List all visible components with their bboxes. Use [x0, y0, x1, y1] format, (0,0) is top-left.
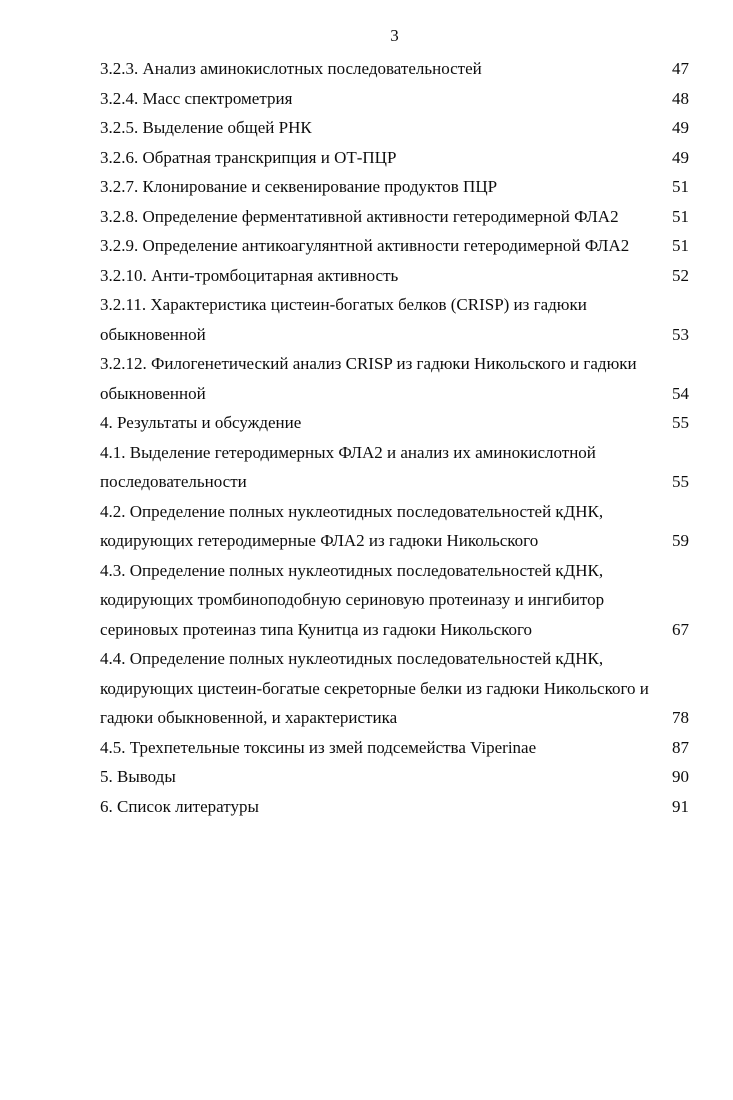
- toc-row: последовательности 55: [100, 467, 689, 497]
- toc-entry-page: 91: [672, 796, 689, 816]
- toc-entry-page: 90: [672, 767, 689, 786]
- toc-row: 3.2.10. Анти-тромбоцитарная активность 52: [100, 261, 689, 291]
- toc-row: кодирующих гетеродимерные ФЛА2 из гадюки…: [100, 526, 689, 556]
- table-of-contents: 3.2.3. Анализ аминокислотных последовате…: [100, 54, 689, 821]
- toc-entry-page: 49: [672, 147, 689, 167]
- toc-row: кодирующих тромбиноподобную сериновую пр…: [100, 585, 689, 615]
- page-number: 3: [390, 26, 399, 45]
- toc-entry-page: 55: [672, 413, 689, 432]
- toc-entry-text: 4.1. Выделение гетеродимерных ФЛА2 и ана…: [100, 442, 596, 462]
- toc-entry-text: кодирующих гетеродимерные ФЛА2 из гадюки…: [100, 531, 539, 550]
- toc-row: 3.2.3. Анализ аминокислотных последовате…: [100, 54, 689, 84]
- toc-row: 4.4. Определение полных нуклеотидных пос…: [100, 644, 689, 674]
- toc-entry-text: 3.2.12. Филогенетический анализ CRISP из…: [100, 354, 637, 373]
- toc-row: 3.2.4. Масс спектрометрия 48: [100, 84, 689, 114]
- toc-entry-page: 78: [672, 708, 689, 727]
- toc-entry-text: 3.2.10. Анти-тромбоцитарная активность: [100, 265, 399, 285]
- toc-entry-page: 52: [672, 265, 689, 285]
- toc-row: 3.2.6. Обратная транскрипция и ОТ-ПЦР 49: [100, 143, 689, 173]
- toc-entry-text: 3.2.11. Характеристика цистеин-богатых б…: [100, 295, 587, 314]
- toc-entry-page: 53: [672, 324, 689, 344]
- toc-entry-text: 4.5. Трехпетельные токсины из змей подсе…: [100, 737, 537, 757]
- toc-entry-page: 48: [672, 88, 689, 108]
- toc-entry-text: 4. Результаты и обсуждение: [100, 413, 302, 432]
- toc-entry-page: 47: [672, 59, 689, 78]
- toc-entry-page: 87: [672, 737, 689, 757]
- toc-entry-page: 55: [672, 472, 689, 491]
- toc-row: 3.2.7. Клонирование и секвенирование про…: [100, 172, 689, 202]
- toc-entry-page: 59: [672, 531, 689, 550]
- toc-row: 3.2.12. Филогенетический анализ CRISP из…: [100, 349, 689, 379]
- toc-row: 3.2.8. Определение ферментативной активн…: [100, 202, 689, 232]
- toc-entry-text: кодирующих цистеин-богатые секреторные б…: [100, 678, 649, 698]
- toc-row: 4.5. Трехпетельные токсины из змей подсе…: [100, 733, 689, 763]
- toc-row: 5. Выводы 90: [100, 762, 689, 792]
- toc-row: сериновых протеиназ типа Кунитца из гадю…: [100, 615, 689, 645]
- toc-row: 6. Список литературы 91: [100, 792, 689, 822]
- toc-row: 4.3. Определение полных нуклеотидных пос…: [100, 556, 689, 586]
- toc-entry-text: 6. Список литературы: [100, 796, 259, 816]
- toc-entry-text: 3.2.4. Масс спектрометрия: [100, 88, 293, 108]
- toc-entry-text: сериновых протеиназ типа Кунитца из гадю…: [100, 619, 533, 639]
- toc-row: 3.2.5. Выделение общей РНК 49: [100, 113, 689, 143]
- toc-entry-page: 51: [672, 177, 689, 196]
- toc-row: 3.2.11. Характеристика цистеин-богатых б…: [100, 290, 689, 320]
- toc-entry-page: 49: [672, 118, 689, 137]
- toc-row: гадюки обыкновенной, и характеристика 78: [100, 703, 689, 733]
- toc-row: 4.2. Определение полных нуклеотидных пос…: [100, 497, 689, 527]
- toc-row: обыкновенной 53: [100, 320, 689, 350]
- toc-entry-text: 5. Выводы: [100, 767, 176, 786]
- toc-entry-page: 51: [672, 206, 689, 226]
- toc-entry-text: гадюки обыкновенной, и характеристика: [100, 708, 398, 727]
- toc-entry-text: 4.4. Определение полных нуклеотидных пос…: [100, 649, 604, 668]
- toc-row: обыкновенной 54: [100, 379, 689, 409]
- toc-entry-text: 3.2.8. Определение ферментативной активн…: [100, 206, 619, 226]
- toc-entry-text: обыкновенной: [100, 324, 206, 344]
- toc-row: 4.1. Выделение гетеродимерных ФЛА2 и ана…: [100, 438, 689, 468]
- toc-entry-text: 3.2.9. Определение антикоагулянтной акти…: [100, 236, 630, 255]
- toc-row: 4. Результаты и обсуждение 55: [100, 408, 689, 438]
- toc-entry-page: 67: [672, 619, 689, 639]
- toc-entry-text: кодирующих тромбиноподобную сериновую пр…: [100, 590, 605, 609]
- toc-entry-page: 51: [672, 236, 689, 255]
- toc-row: кодирующих цистеин-богатые секреторные б…: [100, 674, 689, 704]
- toc-entry-text: 3.2.5. Выделение общей РНК: [100, 118, 312, 137]
- toc-entry-text: 3.2.6. Обратная транскрипция и ОТ-ПЦР: [100, 147, 397, 167]
- toc-entry-page: 54: [672, 383, 689, 403]
- toc-row: 3.2.9. Определение антикоагулянтной акти…: [100, 231, 689, 261]
- toc-entry-text: 4.3. Определение полных нуклеотидных пос…: [100, 560, 604, 580]
- toc-entry-text: 3.2.3. Анализ аминокислотных последовате…: [100, 59, 482, 78]
- toc-entry-text: 4.2. Определение полных нуклеотидных пос…: [100, 501, 604, 521]
- toc-entry-text: 3.2.7. Клонирование и секвенирование про…: [100, 177, 498, 196]
- toc-entry-text: обыкновенной: [100, 383, 206, 403]
- toc-entry-text: последовательности: [100, 472, 247, 491]
